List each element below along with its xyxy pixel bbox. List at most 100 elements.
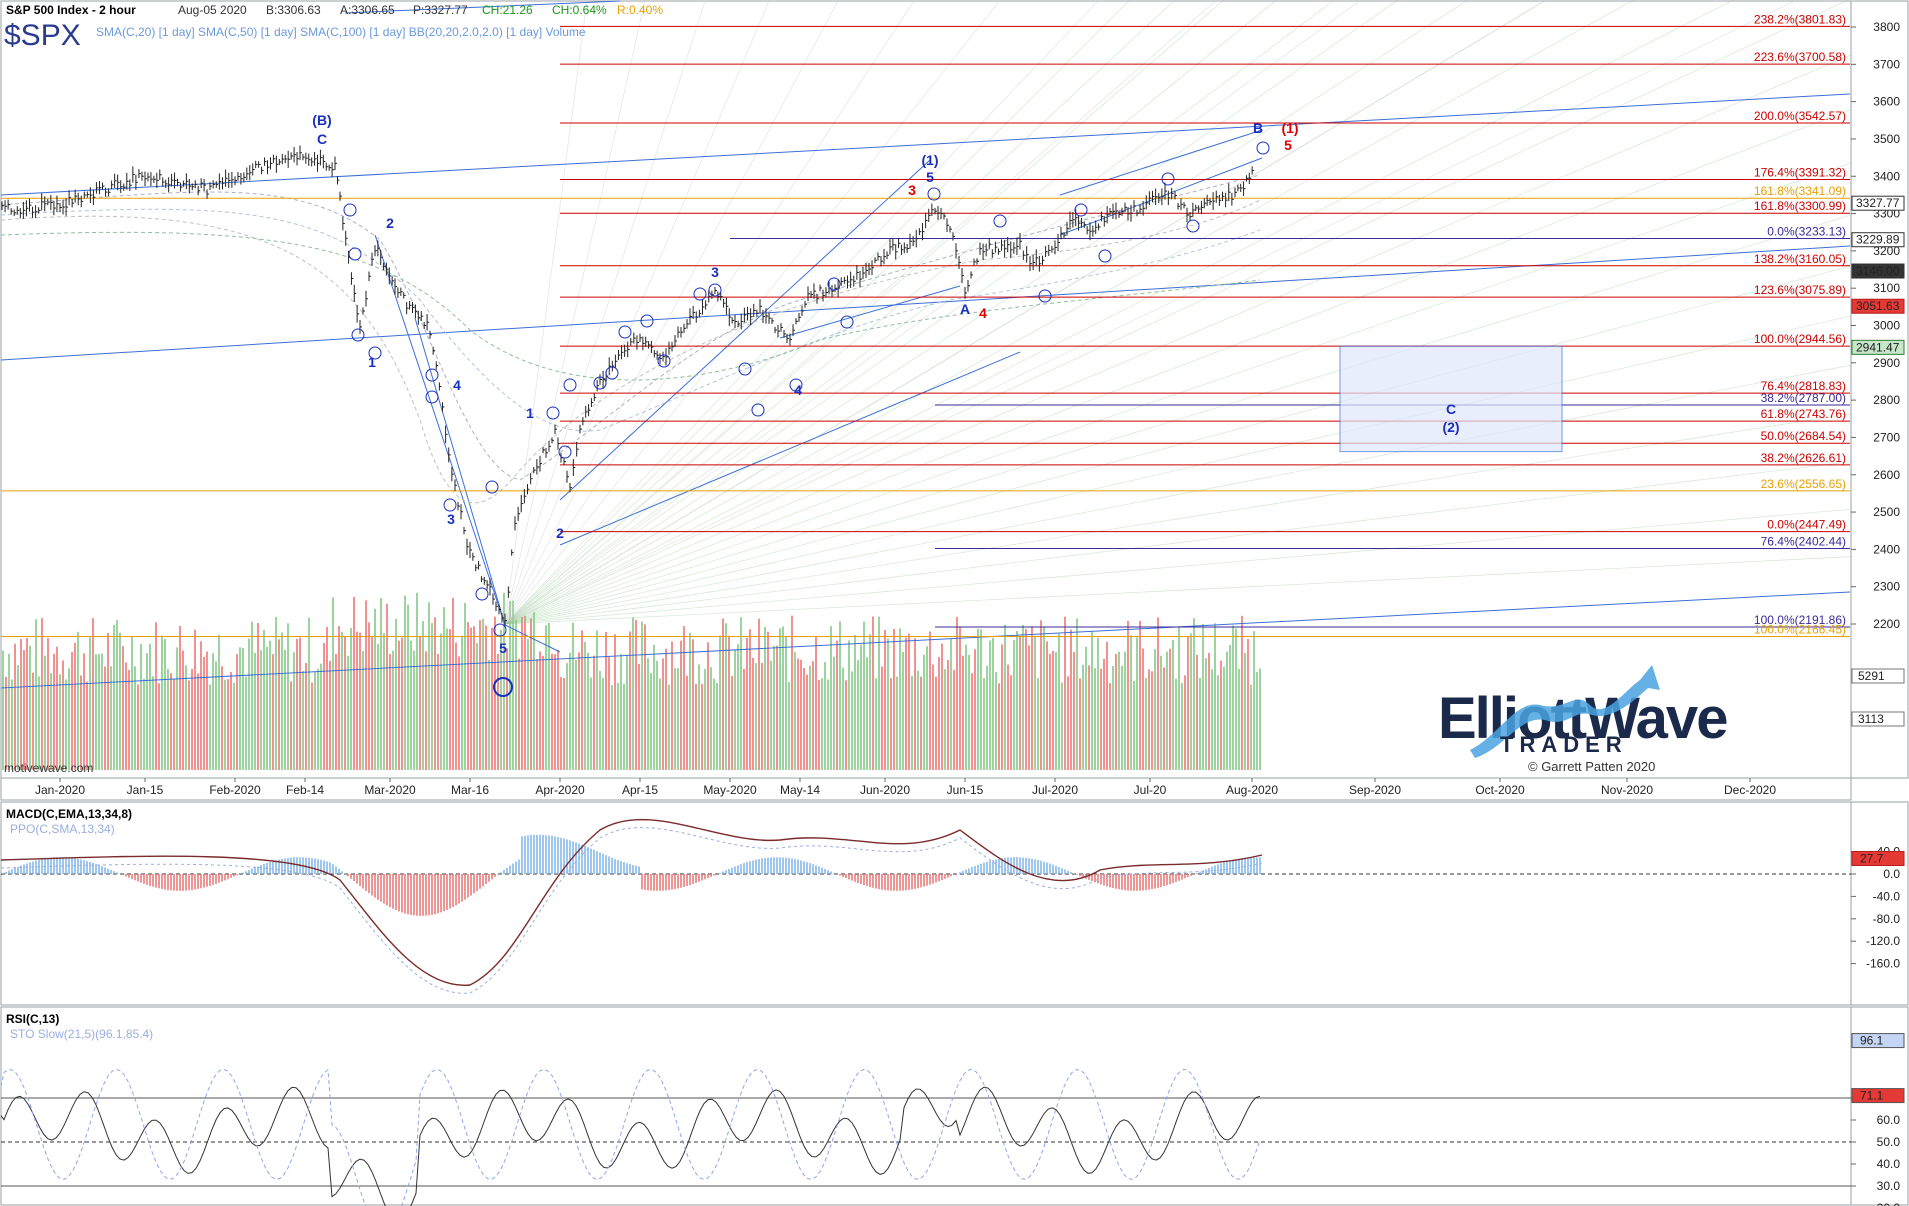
overlay-legend[interactable]: SMA(C,20) [1 day] SMA(C,50) [1 day] SMA(… [96, 25, 586, 39]
volume-bar [167, 668, 169, 770]
fan-line [504, 214, 1851, 625]
volume-bar [1160, 655, 1162, 770]
volume-bar [101, 653, 103, 770]
macd-histogram-bar [116, 872, 118, 874]
macd-histogram-bar [524, 835, 526, 874]
rsi-panel[interactable] [0, 1006, 1852, 1206]
fan-line [504, 0, 1225, 625]
price-axis[interactable] [1850, 0, 1909, 779]
macd-y-label: -160.0 [1866, 957, 1900, 971]
macd-histogram-bar [461, 874, 463, 902]
volume-bar [1076, 618, 1078, 770]
macd-histogram-bar [341, 871, 343, 874]
macd-panel[interactable] [0, 801, 1852, 1006]
macd-histogram-bar [1235, 859, 1237, 874]
macd-axis[interactable] [1850, 801, 1909, 1006]
volume-bar [281, 632, 283, 770]
volume-bar [878, 616, 880, 770]
wave-marker-circle [1256, 141, 1270, 155]
x-tick-label: Aug-2020 [1226, 783, 1278, 797]
volume-bar [443, 607, 445, 770]
macd-histogram-bar [746, 862, 748, 874]
fibonacci-levels: 238.2%(3801.83) 223.6%(3700.58) 200.0%(354… [1, 12, 1850, 638]
volume-bar [1199, 677, 1201, 770]
volume-bar [536, 659, 538, 770]
macd-histogram-bar [338, 868, 340, 874]
wave-marker-circle [563, 378, 577, 392]
macd-histogram-bar [542, 834, 544, 874]
volume-bar [947, 660, 949, 770]
volume-bar [770, 660, 772, 770]
macd-histogram-bar [1205, 869, 1207, 874]
macd-histogram-bar [467, 874, 469, 898]
volume-bar [626, 654, 628, 770]
macd-histogram-bar [1109, 874, 1111, 888]
wave-label: 5 [926, 169, 934, 185]
macd-histogram-bar [404, 874, 406, 914]
volume-bar [854, 635, 856, 770]
macd-histogram-bar [272, 861, 274, 874]
macd-histogram-bar [938, 874, 940, 882]
volume-bar [611, 684, 613, 770]
macd-histogram-bar [1064, 869, 1066, 874]
macd-histogram-bar [236, 874, 238, 876]
macd-histogram-bar [632, 865, 634, 874]
volume-bar [131, 636, 133, 770]
macd-histogram-bar [353, 874, 355, 882]
macd-histogram-bar [143, 874, 145, 884]
macd-histogram-bar [1022, 857, 1024, 874]
x-tick-label: Nov-2020 [1601, 783, 1653, 797]
volume-bar [1181, 683, 1183, 770]
macd-histogram-bar [458, 874, 460, 904]
macd-histogram-bar [617, 860, 619, 874]
volume-bar [11, 679, 13, 770]
y-tick-label: 2500 [1873, 505, 1900, 519]
wave-marker-circle [368, 346, 382, 360]
macd-histogram-bar [23, 864, 25, 874]
volume-bar [353, 596, 355, 770]
macd-histogram-bar [335, 866, 337, 874]
wave-marker-circle [693, 287, 707, 301]
volume-bar [437, 653, 439, 770]
volume-bar [512, 600, 514, 770]
volume-bar [1247, 638, 1249, 770]
fib-label: 100.0%(2191.86) [1754, 613, 1846, 627]
fan-line [504, 0, 1218, 625]
fan-line [504, 0, 1001, 625]
macd-histogram-bar [959, 872, 961, 874]
volume-bar [335, 654, 337, 770]
fib-label: 0.0%(2447.49) [1767, 518, 1846, 532]
macd-histogram-bar [749, 861, 751, 874]
volume-bar [359, 632, 361, 770]
macd-histogram-bar [1040, 860, 1042, 874]
volume-bar [821, 678, 823, 770]
volume-bar [1157, 617, 1159, 770]
fan-line [504, 0, 1735, 625]
volume-bar [668, 684, 670, 770]
volume-bar [350, 628, 352, 770]
macd-histogram-bar [449, 874, 451, 909]
volume-bar [758, 618, 760, 770]
fib-label: 238.2%(3801.83) [1754, 12, 1846, 26]
change-pct-value: CH:0.64% [552, 3, 607, 17]
macd-histogram-bar [17, 866, 19, 874]
volume-bar [1037, 678, 1039, 770]
fan-line [504, 109, 1851, 625]
macd-histogram-bar [293, 857, 295, 874]
rsi-indicator: 70.060.050.040.030.020.096.171.1 [0, 1033, 1905, 1206]
volume-bar [506, 648, 508, 770]
volume-bar [1139, 620, 1141, 770]
macd-histogram-bar [5, 871, 7, 874]
volume-bar [998, 683, 1000, 770]
macd-histogram-bar [857, 874, 859, 883]
volume-bar [1103, 658, 1105, 770]
volume-bar [716, 682, 718, 770]
volume-bar [1211, 669, 1213, 770]
time-axis[interactable] [0, 777, 1852, 801]
volume-bar [128, 669, 130, 770]
macd-histogram-bar [485, 874, 487, 885]
macd-histogram-bar [515, 861, 517, 874]
macd-histogram-bar [53, 857, 55, 874]
fan-line [504, 0, 1798, 625]
